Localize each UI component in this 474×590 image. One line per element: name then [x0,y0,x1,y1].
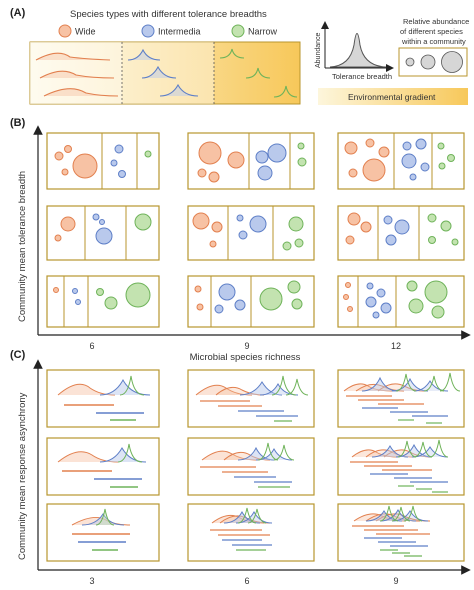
community-box [46,275,160,328]
abundance-small-circle [405,57,415,67]
panel-b-x-label: Microbial species richness [190,352,301,363]
community-box [187,275,315,328]
panel-c-x-tick-3: 3 [89,576,94,586]
panel-b-x-tick-9: 9 [244,341,249,351]
community-box [337,132,465,190]
asynchrony-box [337,437,465,496]
community-box [46,132,160,190]
relative-line-2: of different species [400,27,463,36]
asynchrony-box [46,503,160,562]
asynchrony-box [46,437,160,496]
asynchrony-box [187,503,315,562]
legend-wide-label: Wide [75,27,96,37]
curve-explainer: Abundance Tolerance breadth [315,21,394,81]
relative-line-3: within a community [401,37,466,46]
asynchrony-box [46,369,160,428]
panel-b-x-tick-12: 12 [391,341,401,351]
environmental-gradient-label: Environmental gradient [348,92,436,102]
panel-a-title: Species types with different tolerance b… [70,9,267,20]
panel-c: (C) Community mean response asynchrony 3… [10,349,471,586]
asynchrony-box [187,437,315,496]
community-box [337,275,465,328]
community-box [187,132,315,190]
legend-narrow-label: Narrow [248,27,278,37]
panel-c-y-label: Community mean response asynchrony [17,392,28,560]
tolerance-breadth-label: Tolerance breadth [332,72,392,81]
panel-b-label: (B) [10,117,26,129]
asynchrony-box [337,369,465,428]
narrow-curves [219,48,298,98]
panel-b-x-tick-6: 6 [89,341,94,351]
community-box [337,205,465,261]
abundance-large-circle [441,51,463,73]
legend-wide-swatch [58,24,72,38]
abundance-medium-circle [420,54,436,70]
example-curve [329,33,387,68]
panel-c-label: (C) [10,349,26,361]
legend-intermedia-label: Intermedia [158,27,201,37]
wide-curves [35,52,119,97]
legend: Wide Intermedia Narrow [58,24,278,38]
relative-line-1: Relative abundance [403,17,469,26]
community-box [187,205,315,261]
panel-a: (A) Species types with different toleran… [10,7,469,105]
asynchrony-box [337,503,465,562]
panel-b: (B) Community mean tolerance breadth 6 9… [10,117,471,363]
panel-a-label: (A) [10,7,26,19]
panel-c-x-tick-6: 6 [244,576,249,586]
abundance-label: Abundance [315,32,322,68]
asynchrony-box [187,369,315,428]
relative-abundance-legend: Relative abundance of different species … [398,17,469,77]
panel-c-x-tick-9: 9 [393,576,398,586]
legend-intermedia-swatch [141,24,155,38]
community-box [46,205,160,261]
legend-narrow-swatch [231,24,245,38]
panel-b-y-label: Community mean tolerance breadth [17,171,28,322]
environmental-gradient-bar [318,88,468,105]
intermedia-curves [127,48,199,97]
